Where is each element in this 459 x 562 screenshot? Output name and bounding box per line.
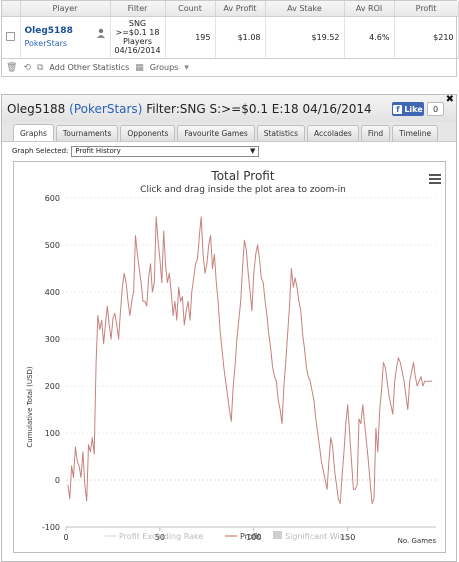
header-count[interactable]: Count <box>165 1 216 17</box>
profit-cell: $210 <box>394 16 459 59</box>
header-av-profit[interactable]: Av Profit <box>215 1 266 17</box>
facebook-like-count: 0 <box>427 102 444 116</box>
y-tick-label: 400 <box>45 288 60 297</box>
results-panel: Player Filter Count Av Profit Av Stake A… <box>1 0 459 77</box>
tab-accolades[interactable]: Accolades <box>307 125 359 141</box>
player-window: Oleg5188 (PokerStars) Filter:SNG S:>=$0.… <box>1 94 457 562</box>
y-tick-label: 200 <box>45 382 60 391</box>
y-tick-label: -100 <box>42 523 60 532</box>
groups-dropdown[interactable]: Groups <box>149 63 179 72</box>
filter-line: 04/16/2014 <box>114 46 161 55</box>
tab-find[interactable]: Find <box>360 125 391 141</box>
tab-statistics[interactable]: Statistics <box>256 125 306 141</box>
player-window-header: Oleg5188 (PokerStars) Filter:SNG S:>=$0.… <box>2 94 456 122</box>
tab-favourite-games[interactable]: Favourite Games <box>177 125 255 141</box>
table-row: Oleg5188 PokerStars SNG >=$0.1 18 Player… <box>2 16 459 59</box>
count-cell: 195 <box>165 16 216 59</box>
facebook-like-label: Like <box>404 104 423 114</box>
filter-cell: SNG >=$0.1 18 Players 04/16/2014 <box>110 16 166 59</box>
window-title-site[interactable]: (PokerStars) <box>69 101 143 116</box>
x-tick-label: 50 <box>155 533 165 542</box>
trash-icon[interactable]: 🗑 <box>6 62 18 73</box>
legend-swatch-significant-wins <box>273 531 282 539</box>
results-table: Player Filter Count Av Profit Av Stake A… <box>2 1 459 59</box>
series-line-profit[interactable] <box>67 216 433 504</box>
table-header-row: Player Filter Count Av Profit Av Stake A… <box>2 1 459 17</box>
chart-menu-icon[interactable] <box>429 174 441 184</box>
row-checkbox[interactable] <box>6 31 15 41</box>
legend-significant-wins[interactable]: Significant Wins <box>285 532 349 541</box>
graph-select-value: Profit History <box>75 147 121 155</box>
y-tick-label: 0 <box>55 476 60 485</box>
header-filter[interactable]: Filter <box>110 1 166 17</box>
x-tick-label: 150 <box>340 533 355 542</box>
y-tick-label: 600 <box>45 194 60 203</box>
window-title-filter: Filter:SNG S:>=$0.1 E:18 04/16/2014 <box>146 101 372 116</box>
chart-subtitle: Click and drag inside the plot area to z… <box>140 185 346 195</box>
graph-selected-label: Graph Selected: <box>12 147 69 155</box>
graph-select-dropdown[interactable]: Profit History ▼ <box>71 145 260 157</box>
results-toolbar: 🗑 ⟲ ⧉ Add Other Statistics ▦ Groups ▾ <box>2 59 456 77</box>
tab-opponents[interactable]: Opponents <box>120 125 176 141</box>
close-icon[interactable]: ✖ <box>445 94 454 105</box>
chart-legend: Profit Excluding Rake Profit Significant… <box>105 531 349 541</box>
header-player[interactable]: Player <box>20 1 111 17</box>
tab-bar: Graphs Tournaments Opponents Favourite G… <box>2 122 456 142</box>
y-tick-label: 100 <box>45 429 60 438</box>
y-axis-label: Cumulative Total (USD) <box>26 366 34 447</box>
tab-tournaments[interactable]: Tournaments <box>55 125 119 141</box>
tab-timeline[interactable]: Timeline <box>392 125 439 141</box>
facebook-icon: f <box>393 104 403 114</box>
add-other-statistics-button[interactable]: Add Other Statistics <box>49 63 130 72</box>
add-stats-icon: ⧉ <box>36 62 44 73</box>
filter-line: Players <box>122 37 153 46</box>
row-select-cell <box>2 16 21 59</box>
filter-line: >=$0.1 18 <box>115 28 160 37</box>
profit-chart[interactable]: Total Profit Click and drag inside the p… <box>14 162 447 554</box>
player-name-link[interactable]: Oleg5188 <box>24 26 73 36</box>
header-av-roi[interactable]: Av ROI <box>344 1 395 17</box>
chart-frame[interactable]: Total Profit Click and drag inside the p… <box>13 161 446 553</box>
legend-profit-excluding-rake[interactable]: Profit Excluding Rake <box>119 532 203 541</box>
header-profit[interactable]: Profit <box>394 1 459 17</box>
x-tick-label: 0 <box>63 533 68 542</box>
player-site-link[interactable]: PokerStars <box>24 39 68 48</box>
y-tick-label: 300 <box>45 335 60 344</box>
chevron-down-icon[interactable]: ▾ <box>184 62 189 73</box>
groups-icon: ▦ <box>135 62 144 73</box>
window-title-player: Oleg5188 <box>7 101 66 116</box>
chart-title: Total Profit <box>210 169 274 183</box>
refresh-icon[interactable]: ⟲ <box>23 62 31 73</box>
av-stake-cell: $19.52 <box>265 16 345 59</box>
dropdown-arrow-icon: ▼ <box>250 147 256 155</box>
tab-graphs[interactable]: Graphs <box>13 124 54 141</box>
player-options-icon[interactable] <box>96 28 106 39</box>
filter-line: SNG <box>128 19 147 28</box>
x-axis-label: No. Games <box>398 537 437 545</box>
facebook-like-button[interactable]: f Like <box>392 102 424 116</box>
av-roi-cell: 4.6% <box>344 16 395 59</box>
legend-profit[interactable]: Profit <box>240 532 261 541</box>
player-cell: Oleg5188 PokerStars <box>20 16 111 59</box>
graph-select-row: Graph Selected: Profit History ▼ <box>2 142 456 160</box>
y-tick-label: 500 <box>45 241 60 250</box>
av-profit-cell: $1.08 <box>215 16 266 59</box>
x-tick-label: 100 <box>246 533 261 542</box>
header-select <box>2 1 21 17</box>
header-av-stake[interactable]: Av Stake <box>265 1 345 17</box>
